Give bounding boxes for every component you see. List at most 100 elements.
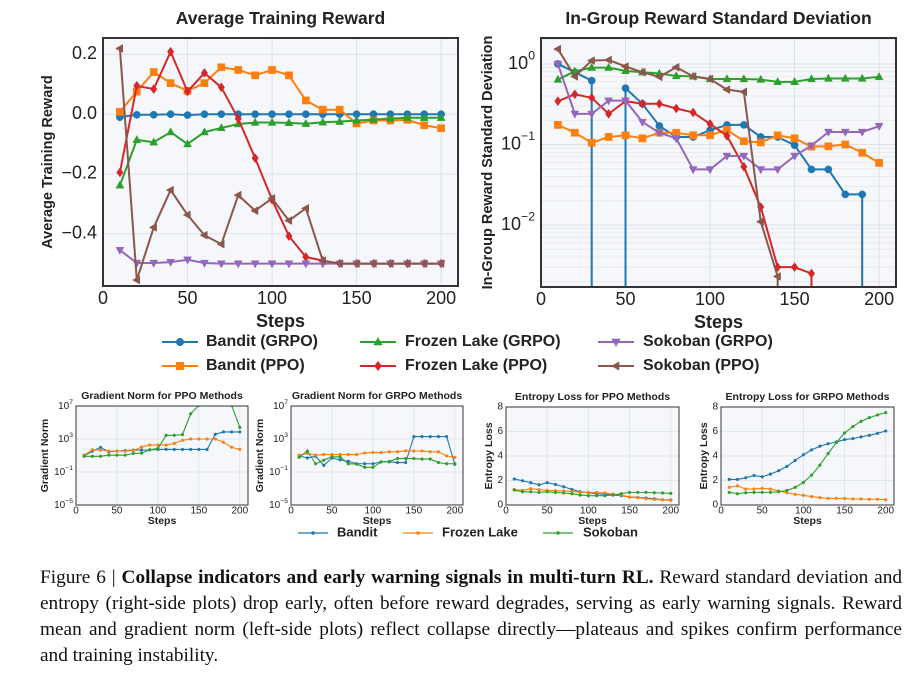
data-point-bandit-grpo [285, 110, 293, 119]
data-point-bandit-ppo [587, 138, 596, 147]
data-point-sokoban-ppo [199, 230, 208, 240]
data-point-bandit-ppo [570, 128, 579, 137]
data-point-sokoban [777, 490, 781, 494]
data-point-frozen-lake-grpo [301, 118, 311, 127]
data-point-bandit [744, 476, 748, 480]
data-point-sokoban-grpo [604, 97, 614, 106]
data-point-bandit [221, 430, 226, 434]
caption-prefix: Figure 6 | [40, 567, 122, 588]
data-point-frozen-lake [842, 496, 847, 501]
data-point-sokoban-grpo [756, 166, 766, 175]
data-point-sokoban [139, 451, 144, 455]
chart-title: Gradient Norm for PPO Methods [81, 390, 243, 402]
y-tick-label: 10−1 [54, 465, 73, 478]
x-tick-label: 150 [836, 506, 853, 517]
data-point-sokoban-grpo [874, 123, 884, 131]
data-point-sokoban-ppo [115, 44, 124, 53]
data-point-sokoban [537, 490, 541, 495]
data-point-bandit-ppo [335, 105, 344, 114]
data-point-sokoban-ppo [586, 56, 595, 65]
x-tick-label: 200 [864, 289, 894, 309]
data-point-sokoban [636, 490, 640, 495]
data-point-sokoban [884, 410, 888, 415]
data-point-sokoban-ppo [419, 259, 428, 268]
x-tick-label: 100 [580, 506, 597, 517]
data-point-sokoban-ppo [637, 67, 646, 77]
data-point-bandit-grpo [217, 110, 226, 119]
data-point-sokoban [834, 440, 838, 445]
data-point-frozen-lake-grpo [419, 112, 429, 121]
y-tick-label: 10−5 [269, 498, 288, 511]
data-point-bandit-ppo [437, 124, 445, 133]
y-tick-label: 0 [712, 500, 718, 511]
data-point-frozen-lake [760, 486, 764, 490]
data-point-bandit [395, 460, 400, 465]
series-sokoban [727, 410, 888, 496]
data-point-sokoban-ppo [603, 55, 612, 65]
data-point-frozen-lake [644, 497, 648, 501]
data-point-sokoban [851, 424, 855, 429]
y-axis-label: Gradient Norm [39, 419, 51, 493]
data-point-bandit-grpo [841, 190, 850, 199]
x-tick-label: 50 [616, 289, 636, 309]
chart-entropy-loss-for-ppo-methods: 0 50 100 150 200 0 2 4 6 8 Entropy Loss for PPO Me… [483, 391, 680, 527]
x-tick-label: 0 [718, 506, 724, 517]
data-point-sokoban-ppo [301, 203, 309, 213]
data-point-frozen-lake-ppo [251, 153, 259, 164]
data-point-frozen-lake-grpo [807, 74, 816, 83]
series-sokoban-ppo [115, 44, 445, 285]
y-tick-label: 2 [712, 475, 718, 486]
legend-marker-square-icon [175, 361, 185, 371]
data-point-bandit-ppo [251, 71, 259, 80]
data-point-frozen-lake [859, 497, 863, 501]
data-point-bandit [420, 434, 424, 439]
data-point-sokoban [801, 480, 806, 485]
data-point-bandit [562, 485, 566, 489]
x-axis-label: Steps [363, 515, 392, 527]
data-point-sokoban-ppo [351, 259, 360, 268]
data-point-sokoban [82, 454, 86, 458]
data-point-bandit-grpo [183, 111, 192, 119]
chart-title: Entropy Loss for GRPO Methods [726, 391, 890, 403]
y-tick-label: 10−2 [501, 210, 535, 234]
data-point-frozen-lake [387, 450, 391, 454]
data-point-sokoban-ppo [688, 72, 697, 81]
data-point-sokoban [545, 490, 549, 494]
y-axis-label: Entropy Loss [698, 422, 710, 489]
data-point-bandit [842, 437, 847, 442]
data-point-bandit-grpo [858, 190, 867, 199]
data-point-sokoban [238, 425, 242, 430]
data-point-sokoban-ppo [284, 216, 293, 225]
data-point-bandit-ppo [756, 138, 765, 147]
data-point-sokoban-grpo [149, 259, 159, 268]
data-point-sokoban [98, 454, 103, 458]
data-point-frozen-lake [669, 498, 673, 502]
data-point-sokoban [123, 453, 127, 457]
data-point-frozen-lake [123, 449, 127, 453]
data-point-frozen-lake-ppo [217, 82, 225, 93]
data-point-frozen-lake [221, 440, 226, 444]
legend-item-bandit-grpo: Bandit (GRPO) [162, 333, 318, 350]
data-point-bandit-grpo [824, 165, 833, 174]
x-tick-label: 0 [98, 288, 108, 308]
legend-marker-circle-icon [175, 337, 185, 347]
data-point-frozen-lake-grpo [739, 74, 749, 83]
data-point-sokoban [627, 490, 632, 495]
data-point-frozen-lake-grpo [857, 73, 867, 82]
data-point-frozen-lake-grpo [166, 127, 176, 136]
series-frozen-lake [297, 449, 457, 459]
data-point-sokoban [338, 455, 342, 459]
y-tick-label: 0.0 [72, 103, 97, 123]
data-point-bandit-ppo [420, 121, 429, 130]
data-point-bandit [338, 458, 342, 462]
data-point-bandit-grpo [251, 110, 259, 119]
data-point-sokoban [578, 493, 582, 497]
data-point-sokoban-grpo [807, 142, 816, 151]
data-point-frozen-lake-grpo [352, 115, 361, 124]
data-point-sokoban-ppo [267, 194, 276, 203]
plot-background [291, 406, 463, 505]
x-tick-label: 100 [257, 288, 287, 308]
data-point-sokoban [322, 458, 326, 462]
data-point-frozen-lake [139, 445, 144, 449]
data-point-bandit [371, 462, 375, 466]
